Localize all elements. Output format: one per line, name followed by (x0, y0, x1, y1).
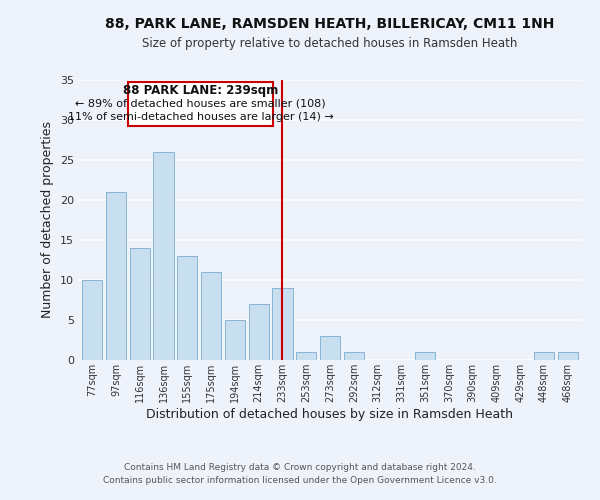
Bar (177, 256, 197, 360)
Bar (272, 288, 293, 360)
Bar (534, 352, 554, 360)
Text: Contains public sector information licensed under the Open Government Licence v3: Contains public sector information licen… (103, 476, 497, 485)
Text: 11% of semi-detached houses are larger (14) →: 11% of semi-detached houses are larger (… (68, 112, 334, 122)
Bar (106, 192, 126, 360)
Text: 88, PARK LANE, RAMSDEN HEATH, BILLERICAY, CM11 1NH: 88, PARK LANE, RAMSDEN HEATH, BILLERICAY… (106, 18, 554, 32)
FancyBboxPatch shape (128, 82, 273, 126)
Bar (154, 152, 173, 360)
Text: 88 PARK LANE: 239sqm: 88 PARK LANE: 239sqm (123, 84, 278, 97)
Text: Contains HM Land Registry data © Crown copyright and database right 2024.: Contains HM Land Registry data © Crown c… (124, 464, 476, 472)
Bar (130, 248, 150, 360)
X-axis label: Distribution of detached houses by size in Ramsden Heath: Distribution of detached houses by size … (146, 408, 514, 420)
Bar (415, 352, 435, 360)
Text: Size of property relative to detached houses in Ramsden Heath: Size of property relative to detached ho… (142, 38, 518, 51)
Bar (344, 352, 364, 360)
Bar (82, 280, 103, 360)
Bar (201, 272, 221, 360)
Text: ← 89% of detached houses are smaller (108): ← 89% of detached houses are smaller (10… (75, 98, 326, 108)
Bar (225, 320, 245, 360)
Bar (557, 352, 578, 360)
Y-axis label: Number of detached properties: Number of detached properties (41, 122, 54, 318)
Bar (296, 352, 316, 360)
Bar (248, 304, 269, 360)
Bar (320, 336, 340, 360)
